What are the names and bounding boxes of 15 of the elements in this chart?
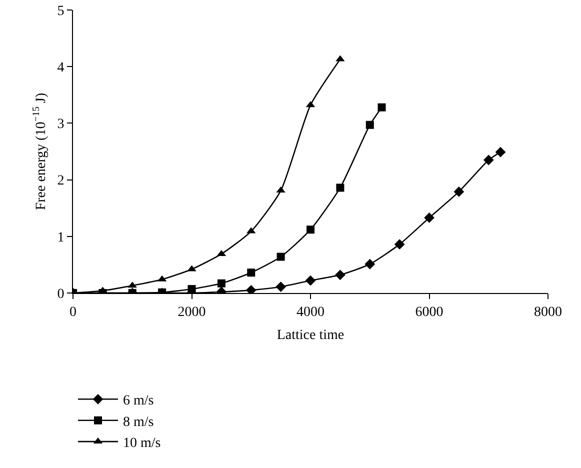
legend-label: 6 m/s: [123, 394, 154, 409]
legend-label: 8 m/s: [123, 414, 154, 430]
x-tick-label: 4000: [296, 304, 324, 320]
x-tick-label: 6000: [415, 304, 444, 320]
x-axis-title: Lattice time: [276, 328, 344, 344]
y-tick-label: 0: [57, 286, 64, 302]
x-tick-label: 2000: [178, 304, 206, 320]
x-tick-label: 8000: [534, 304, 562, 320]
y-tick-label: 1: [57, 230, 64, 246]
legend-label: 10 m/s: [123, 436, 161, 452]
y-tick-label: 4: [57, 60, 64, 76]
y-tick-label: 2: [57, 174, 64, 189]
y-tick-label: 3: [57, 117, 64, 132]
x-tick-label: 0: [70, 304, 76, 320]
y-tick-label: 5: [57, 4, 64, 19]
